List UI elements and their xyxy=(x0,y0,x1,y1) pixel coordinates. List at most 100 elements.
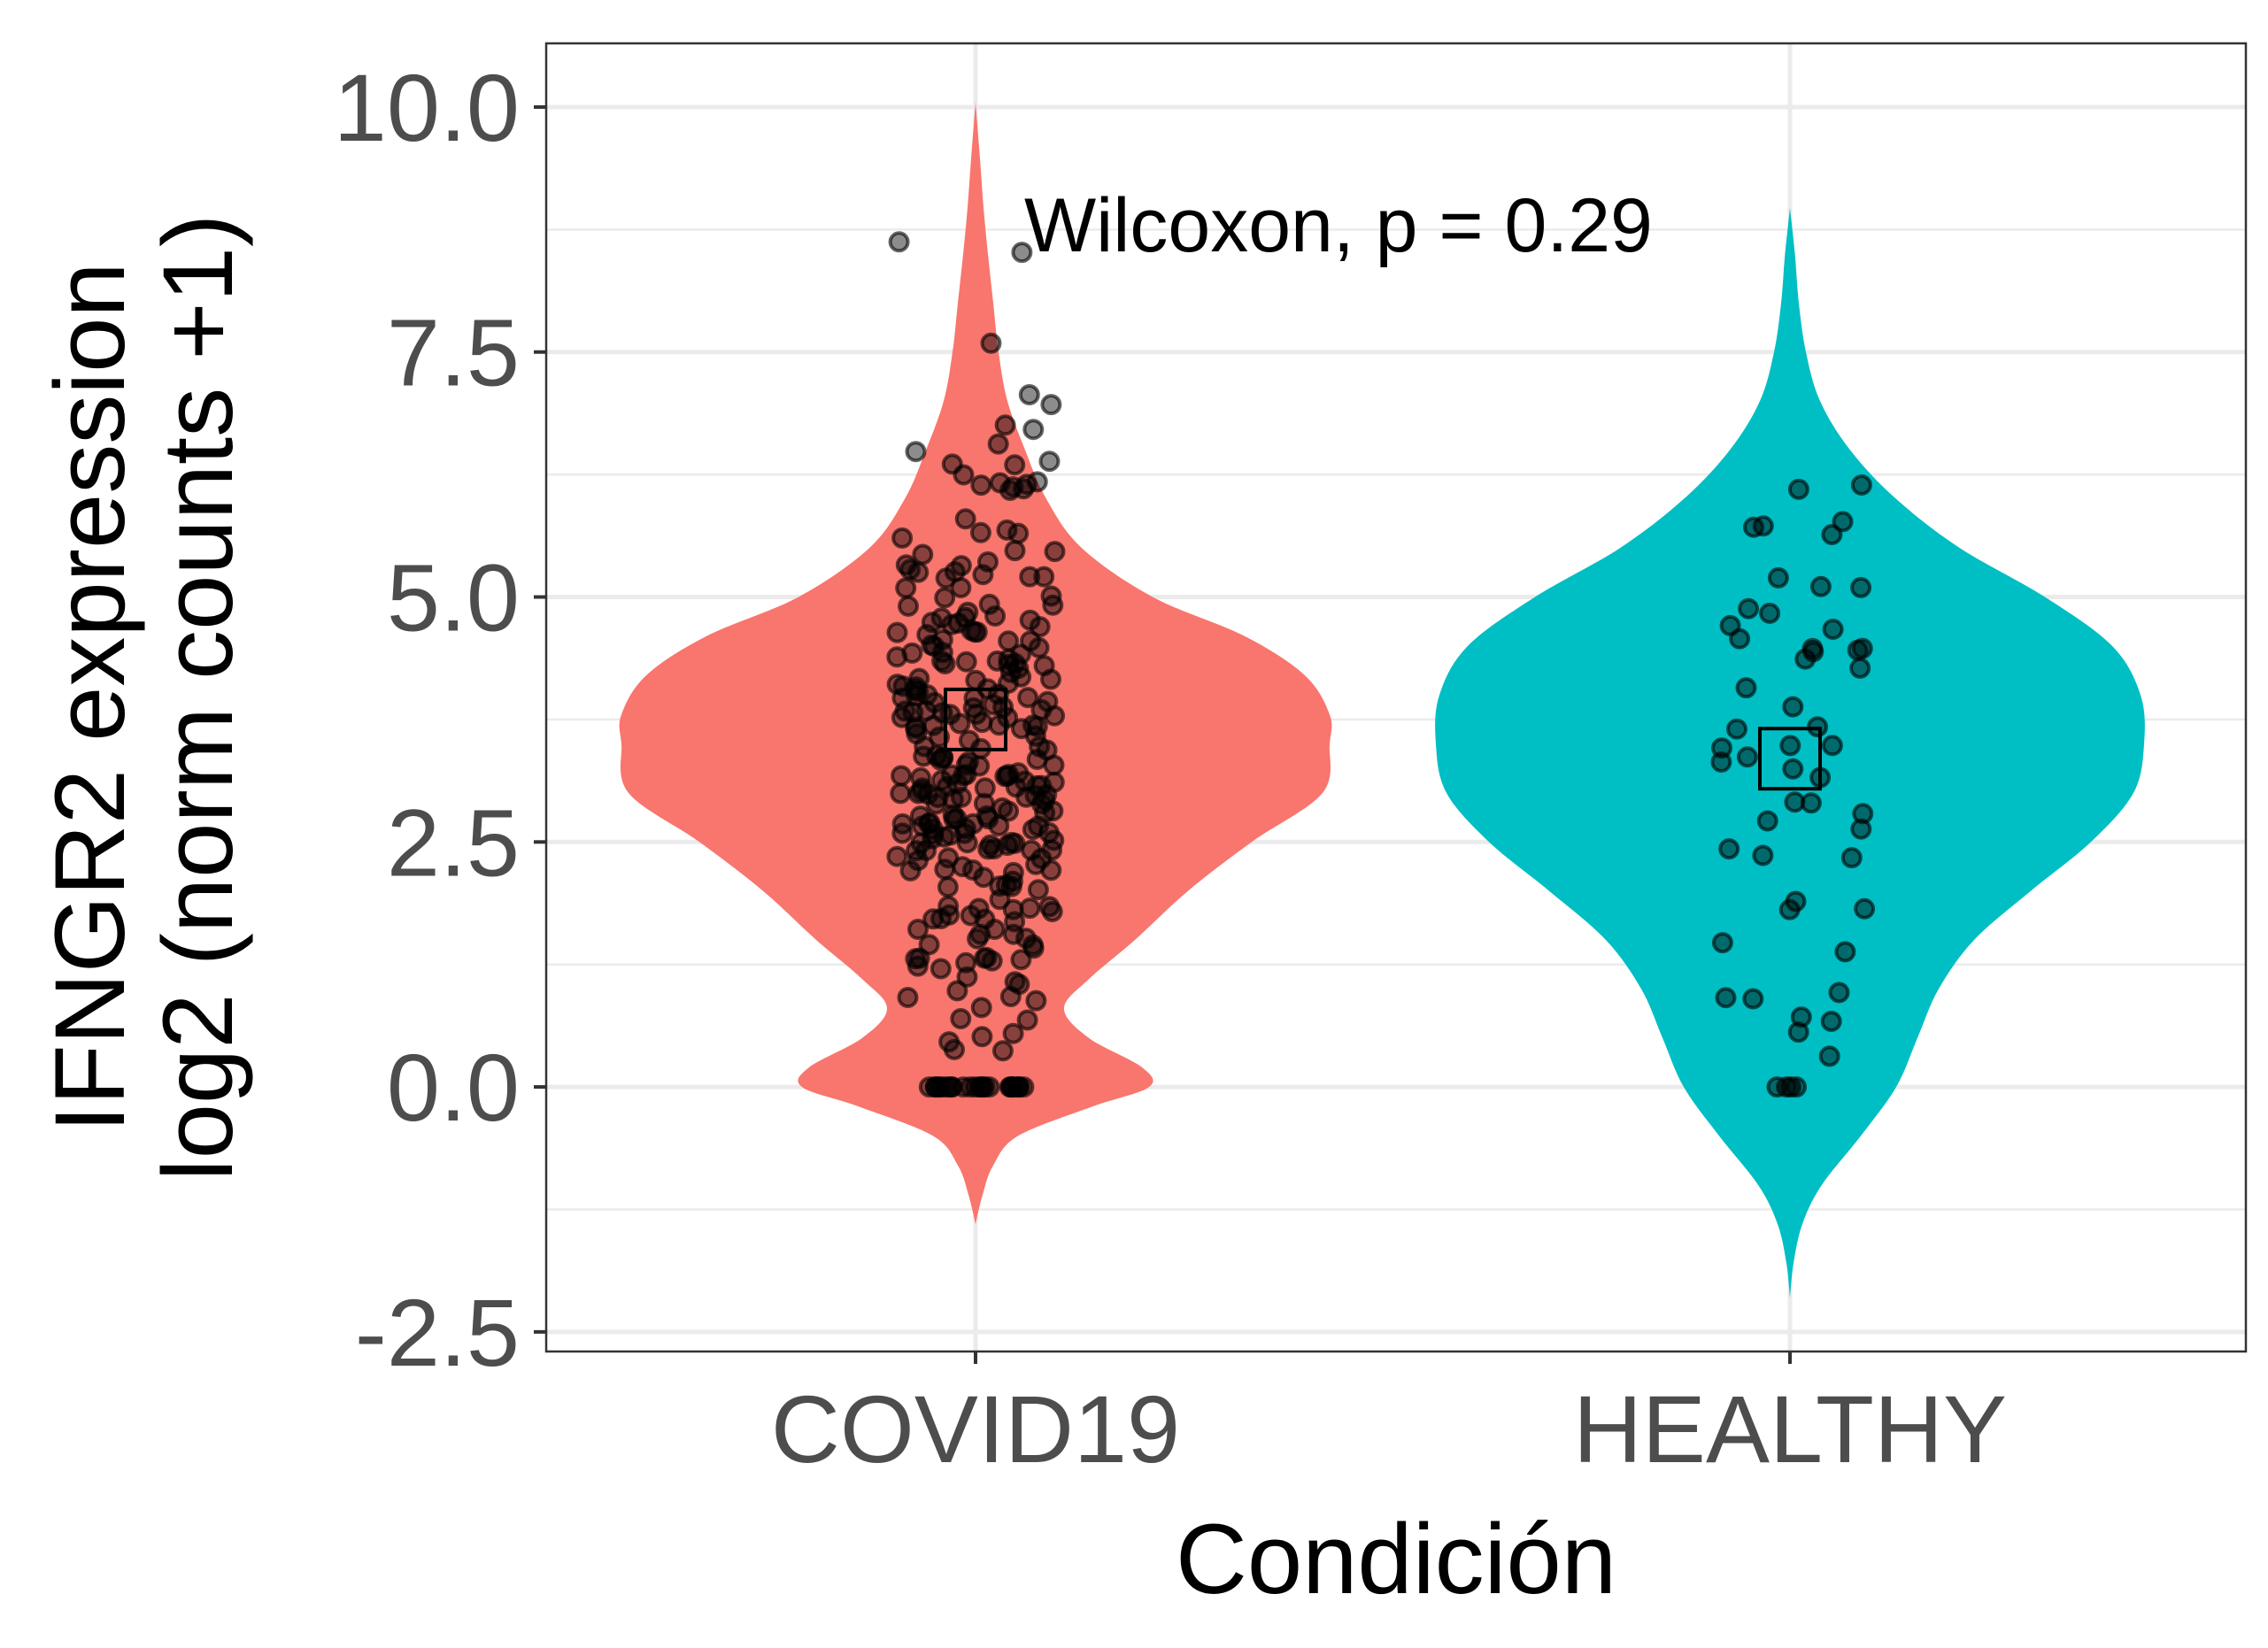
data-point xyxy=(941,613,963,635)
data-point xyxy=(1785,890,1807,913)
data-point xyxy=(1850,576,1872,598)
wilcoxon-annotation: Wilcoxon, p = 0.29 xyxy=(1024,183,1653,268)
data-point xyxy=(1822,619,1844,640)
data-point xyxy=(886,646,908,668)
data-point xyxy=(944,561,966,582)
y-tick-label: 10.0 xyxy=(334,54,520,161)
data-point xyxy=(1041,839,1063,861)
data-point xyxy=(930,958,952,980)
data-point xyxy=(1025,990,1047,1012)
data-point xyxy=(978,593,1000,615)
data-point xyxy=(895,577,917,599)
data-point xyxy=(989,472,1011,494)
data-point xyxy=(977,551,999,573)
data-point xyxy=(907,850,929,872)
data-point xyxy=(932,747,953,769)
data-point xyxy=(899,558,922,581)
data-point xyxy=(891,812,914,835)
data-point xyxy=(1852,803,1874,825)
x-axis: COVID19 HEALTHY xyxy=(771,1352,2007,1482)
y-axis: -2.5 0.0 2.5 5.0 7.5 10.0 xyxy=(334,54,546,1386)
data-point xyxy=(1847,639,1869,661)
data-point xyxy=(1784,791,1806,813)
data-point xyxy=(897,987,919,1008)
data-point xyxy=(1027,879,1049,901)
data-point xyxy=(907,919,929,940)
data-point xyxy=(1742,988,1764,1010)
data-point xyxy=(1729,628,1751,650)
data-point xyxy=(1016,1009,1038,1031)
y-tick-label: 0.0 xyxy=(387,1034,520,1141)
data-point xyxy=(886,674,908,696)
data-point xyxy=(994,766,1016,788)
data-point xyxy=(971,1026,993,1048)
data-point xyxy=(969,521,991,543)
data-point xyxy=(1820,1011,1842,1032)
data-point xyxy=(912,543,934,566)
mean-markers xyxy=(944,687,1822,791)
y-tick-label: -2.5 xyxy=(355,1279,520,1386)
data-point xyxy=(1850,818,1872,840)
data-point xyxy=(1042,594,1064,616)
data-point xyxy=(1710,751,1732,773)
data-point xyxy=(987,433,1009,455)
data-point xyxy=(1007,522,1030,544)
data-point xyxy=(1726,718,1747,740)
data-point xyxy=(1040,394,1062,416)
y-axis-title-line: log2 (norm counts +1) xyxy=(143,214,253,1182)
data-point xyxy=(891,765,912,787)
data-point xyxy=(989,875,1011,897)
data-point xyxy=(1759,602,1781,624)
data-point xyxy=(1756,810,1778,832)
data-point xyxy=(898,595,919,617)
data-point xyxy=(905,441,927,463)
data-point xyxy=(913,745,935,767)
data-point xyxy=(977,838,999,860)
data-point xyxy=(1011,242,1033,264)
data-point xyxy=(950,1008,972,1029)
data-point xyxy=(1004,911,1026,933)
data-point xyxy=(1024,725,1046,747)
data-point xyxy=(934,859,956,881)
data-point xyxy=(918,934,940,956)
data-point xyxy=(1828,982,1850,1004)
data-point xyxy=(886,621,908,643)
plot-border xyxy=(544,42,2248,1353)
data-point xyxy=(1019,897,1041,920)
data-point xyxy=(1010,949,1032,971)
data-point xyxy=(890,782,912,805)
data-point xyxy=(888,231,910,253)
data-point xyxy=(964,621,986,643)
data-point xyxy=(1850,474,1872,496)
x-tick-label: HEALTHY xyxy=(1573,1375,2007,1482)
data-point xyxy=(980,332,1002,354)
mean-marker xyxy=(944,687,1007,751)
data-point xyxy=(905,685,927,707)
data-point xyxy=(1022,934,1044,956)
data-point xyxy=(970,997,992,1019)
data-point xyxy=(1834,941,1856,963)
data-point xyxy=(1019,609,1041,631)
data-point xyxy=(955,951,977,974)
data-point xyxy=(1002,1022,1024,1044)
data-point xyxy=(1004,540,1026,562)
data-point xyxy=(955,651,977,673)
data-point xyxy=(1779,735,1801,757)
data-point xyxy=(994,414,1016,436)
data-point xyxy=(1715,987,1737,1009)
data-point xyxy=(974,777,996,799)
data-point xyxy=(1787,1021,1809,1043)
y-axis-title-line: IFNGR2 expression xyxy=(35,262,145,1132)
data-point xyxy=(946,773,968,795)
data-point xyxy=(992,697,1014,718)
data-point xyxy=(937,876,959,898)
mean-marker xyxy=(1758,727,1822,791)
data-point xyxy=(1030,793,1053,815)
data-point xyxy=(1044,541,1066,563)
data-point xyxy=(923,691,945,713)
data-point xyxy=(1022,419,1045,441)
data-point xyxy=(969,923,991,945)
data-point xyxy=(912,777,933,799)
